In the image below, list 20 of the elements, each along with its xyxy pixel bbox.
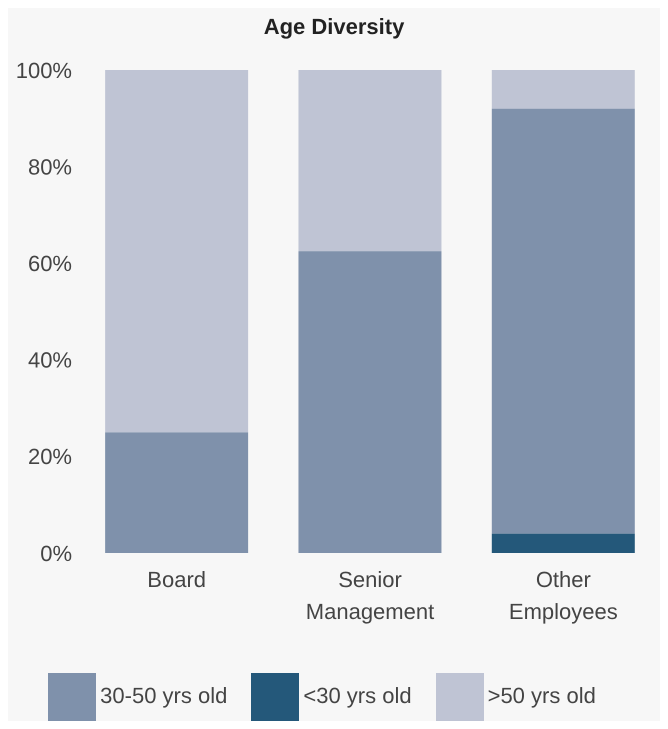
legend-label: <30 yrs old: [303, 682, 412, 708]
y-tick-label: 40%: [28, 348, 72, 373]
x-tick-label: Board: [147, 567, 206, 592]
bar: [492, 108, 635, 534]
bar: [105, 70, 248, 432]
y-tick-label: 0%: [40, 540, 72, 566]
x-tick-label: Other Employees: [508, 567, 618, 624]
chart-title: Age Diversity: [262, 13, 406, 41]
bar: [298, 70, 442, 252]
bar: [492, 534, 635, 553]
bar: [298, 251, 442, 553]
y-tick-label: 20%: [28, 444, 72, 470]
bar: [492, 70, 635, 109]
x-tick-label: Senior Management: [306, 567, 434, 624]
y-tick-label: 80%: [28, 154, 72, 180]
y-tick-label: 100%: [16, 58, 72, 83]
bar: [105, 432, 248, 553]
y-tick-label: 60%: [28, 251, 72, 276]
legend-label: 30-50 yrs old: [100, 682, 228, 708]
legend-label: >50 yrs old: [488, 682, 596, 708]
